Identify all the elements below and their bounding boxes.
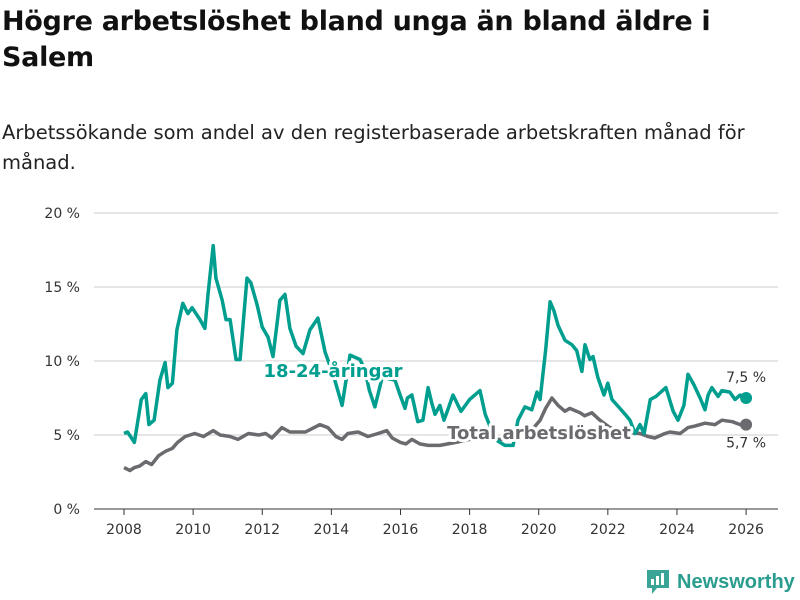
y-tick-label: 20 % (44, 206, 80, 222)
x-tick-label: 2010 (175, 522, 211, 538)
total-line (123, 396, 747, 473)
total-end-dot (740, 418, 753, 431)
youth-series-label: 18-24-åringar (264, 360, 403, 382)
chart-title: Högre arbetslöshet bland unga än bland ä… (2, 6, 711, 73)
total-end-label: 5,7 % (726, 436, 766, 452)
x-tick-label: 2008 (106, 522, 142, 538)
total-series-label: Total arbetslöshet (447, 423, 631, 444)
x-tick-label: 2022 (590, 522, 626, 538)
x-tick-label: 2012 (244, 522, 280, 538)
x-tick-label: 2024 (659, 522, 695, 538)
x-tick-label: 2026 (728, 522, 764, 538)
x-tick-label: 2016 (383, 522, 419, 538)
youth-end-dot (740, 392, 753, 404)
y-tick-label: 0 % (53, 502, 80, 518)
y-tick-label: 15 % (44, 280, 80, 296)
x-tick-label: 2014 (314, 522, 350, 538)
brand-name: Newsworthy (677, 570, 795, 593)
chart-subtitle: Arbetssökande som andel av den registerb… (2, 121, 745, 174)
y-tick-label: 5 % (53, 428, 80, 444)
bar-chart-bubble-icon (647, 570, 669, 594)
y-tick-label: 10 % (44, 354, 80, 370)
youth-end-label: 7,5 % (726, 370, 766, 386)
newsworthy-logo: Newsworthy (645, 568, 795, 596)
x-tick-label: 2020 (521, 522, 557, 538)
x-tick-label: 2018 (452, 522, 488, 538)
total-series-label-halo: Total arbetslöshet (447, 423, 631, 444)
youth-series-label-halo: 18-24-åringar (264, 360, 403, 382)
youth-line (123, 243, 747, 448)
